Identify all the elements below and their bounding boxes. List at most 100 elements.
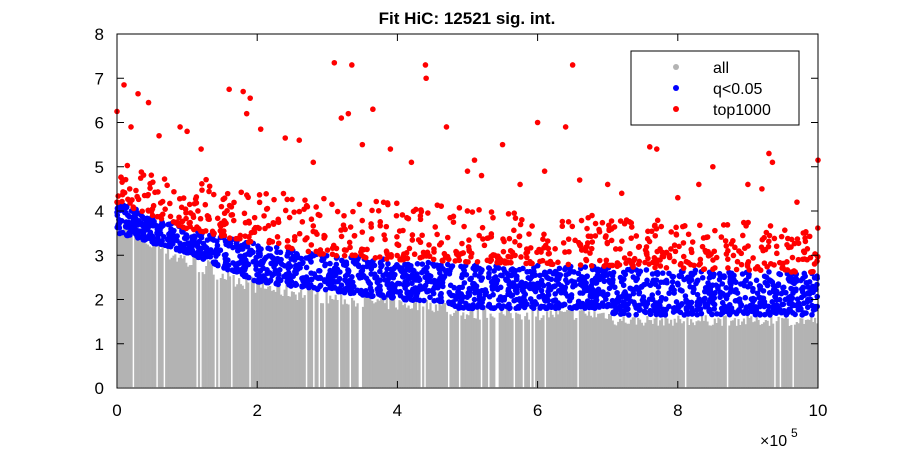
point-q005 xyxy=(123,219,129,225)
point-top1000 xyxy=(771,262,777,268)
point-top1000 xyxy=(500,248,507,255)
point-q005 xyxy=(424,274,431,281)
point-top1000 xyxy=(284,244,291,250)
point-top1000 xyxy=(455,253,462,259)
point-q005 xyxy=(543,295,550,302)
point-top1000 xyxy=(230,217,237,224)
point-top1000 xyxy=(646,238,653,245)
point-q005 xyxy=(405,264,411,270)
point-top1000 xyxy=(368,221,374,227)
point-top1000 xyxy=(569,223,576,230)
point-q005 xyxy=(654,271,661,278)
point-top1000 xyxy=(368,236,375,243)
point-top1000 xyxy=(135,90,141,97)
point-top1000 xyxy=(628,224,635,230)
point-top1000 xyxy=(696,222,703,229)
point-top1000 xyxy=(157,213,164,220)
point-q005 xyxy=(531,283,538,290)
point-q005 xyxy=(745,273,752,280)
point-top1000 xyxy=(372,255,379,261)
point-q005 xyxy=(271,263,277,270)
point-q005 xyxy=(303,255,310,261)
point-top1000 xyxy=(128,124,134,130)
point-q005 xyxy=(593,301,600,308)
point-q005 xyxy=(398,265,405,271)
point-top1000 xyxy=(750,255,756,261)
point-q005 xyxy=(503,276,509,283)
y-tick-label: 4 xyxy=(95,202,104,221)
point-top1000 xyxy=(206,183,213,190)
point-q005 xyxy=(592,288,599,294)
point-q005 xyxy=(799,312,805,318)
point-top1000 xyxy=(603,233,609,239)
point-top1000 xyxy=(718,234,725,240)
point-top1000 xyxy=(540,236,546,242)
point-q005 xyxy=(649,279,656,286)
point-q005 xyxy=(580,274,586,281)
point-q005 xyxy=(696,296,702,302)
point-top1000 xyxy=(497,260,504,266)
point-q005 xyxy=(406,276,412,282)
point-q005 xyxy=(233,240,240,247)
point-q005 xyxy=(194,241,201,248)
x-tick-label: 4 xyxy=(393,401,402,420)
point-top1000 xyxy=(585,214,591,221)
point-top1000 xyxy=(766,238,772,245)
point-q005 xyxy=(601,268,607,275)
point-q005 xyxy=(191,251,197,258)
point-top1000 xyxy=(347,244,353,251)
point-q005 xyxy=(662,312,669,318)
x-tick-label: 10 xyxy=(809,401,828,420)
point-top1000 xyxy=(740,219,747,226)
point-q005 xyxy=(715,283,721,290)
point-top1000 xyxy=(723,243,730,249)
point-q005 xyxy=(781,307,787,314)
point-top1000 xyxy=(115,199,121,206)
point-top1000 xyxy=(711,248,718,255)
point-q005 xyxy=(458,297,465,304)
point-top1000 xyxy=(668,246,674,252)
point-q005 xyxy=(459,271,466,278)
point-top1000 xyxy=(587,250,593,256)
point-q005 xyxy=(760,288,767,294)
point-top1000 xyxy=(738,261,745,268)
point-q005 xyxy=(200,240,207,247)
point-top1000 xyxy=(642,259,648,266)
point-q005 xyxy=(338,282,345,288)
point-top1000 xyxy=(274,234,281,240)
point-top1000 xyxy=(800,230,807,236)
point-top1000 xyxy=(668,229,675,235)
point-top1000 xyxy=(491,252,498,258)
point-q005 xyxy=(719,310,725,316)
point-q005 xyxy=(335,287,342,294)
point-q005 xyxy=(780,301,787,308)
point-q005 xyxy=(500,303,507,309)
point-top1000 xyxy=(771,235,778,242)
point-top1000 xyxy=(284,238,291,244)
point-q005 xyxy=(154,226,161,233)
point-q005 xyxy=(476,293,483,300)
point-q005 xyxy=(727,285,734,292)
point-q005 xyxy=(364,263,370,270)
point-q005 xyxy=(538,287,545,294)
legend-marker-all xyxy=(673,64,679,70)
point-q005 xyxy=(714,311,720,317)
point-q005 xyxy=(721,274,727,281)
point-top1000 xyxy=(432,224,439,230)
point-q005 xyxy=(644,300,651,307)
point-q005 xyxy=(766,290,773,296)
point-q005 xyxy=(446,300,453,307)
point-top1000 xyxy=(628,235,635,241)
point-top1000 xyxy=(450,219,457,225)
point-q005 xyxy=(471,290,478,296)
x-tick-label: 8 xyxy=(673,401,682,420)
point-top1000 xyxy=(403,255,410,262)
point-top1000 xyxy=(679,223,686,230)
point-top1000 xyxy=(417,216,424,223)
point-q005 xyxy=(655,290,661,296)
plot-area xyxy=(114,59,821,388)
point-q005 xyxy=(757,294,763,301)
point-top1000 xyxy=(464,168,471,174)
point-q005 xyxy=(577,290,583,296)
point-q005 xyxy=(621,307,628,314)
